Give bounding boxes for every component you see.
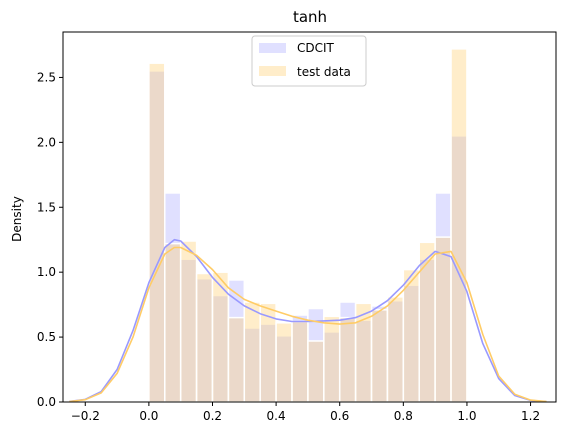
kde-line-cdcit [69,238,547,403]
hist-bar-test-data-18 [434,236,452,403]
hist-bar-test-data-3 [195,272,214,403]
hist-bar-test-data-2 [179,240,198,403]
legend-label-test-data: test data [297,65,351,79]
x-tick-label: 1.0 [457,409,476,423]
y-tick-label: 1.5 [37,200,56,214]
x-tick-label: 0.8 [394,409,413,423]
kde-line-test-data [69,246,547,403]
axes-frame [62,31,557,403]
y-tick-label: 2.5 [37,70,56,84]
x-tick-label: −0.2 [71,409,100,423]
y-axis-label: Density [10,196,24,242]
hist-bar-test-data-9 [291,320,309,403]
hist-bar-test-data-8 [275,322,293,403]
x-tick-label: 0.6 [330,409,349,423]
chart-title: tanh [293,8,327,26]
y-tick-label: 0.0 [37,395,56,409]
hist-bar-test-data-15 [386,296,405,403]
x-tick-label: 0.0 [139,409,158,423]
hist-bar-test-data-6 [243,301,261,403]
y-tick-label: 1.0 [37,265,56,279]
hist-bar-test-data-12 [338,316,357,403]
hist-bar-test-data-13 [354,302,373,403]
legend-swatch-cdcit [259,43,286,53]
hist-bar-test-data-1 [164,242,182,403]
legend-box [251,35,367,87]
hist-bar-test-data-17 [418,241,436,403]
legend-label-cdcit: CDCIT [297,41,335,55]
hist-bar-test-data-11 [323,315,341,403]
plot-area: −0.2 0.0 0.2 0.4 0.6 0.8 1.0 1.2 0.0 0.5 1.0 1.5 2.0… [37,31,557,423]
hist-bar-test-data-5 [227,316,246,403]
hist-bar-test-data-16 [402,268,420,403]
legend-swatch-test-data [259,66,286,76]
y-tick-label: 2.0 [37,135,56,149]
hist-bar-test-data-19 [450,48,468,403]
y-tick-label: 0.5 [37,330,56,344]
hist-bar-test-data-14 [370,309,389,403]
x-tick-label: 0.4 [267,409,286,423]
hist-bar-test-data-0 [148,62,166,403]
x-tick-label: 0.2 [203,409,222,423]
hist-bar-test-data-10 [307,340,325,403]
legend: CDCIT test data [251,35,367,87]
x-tick-label: 1.2 [521,409,540,423]
